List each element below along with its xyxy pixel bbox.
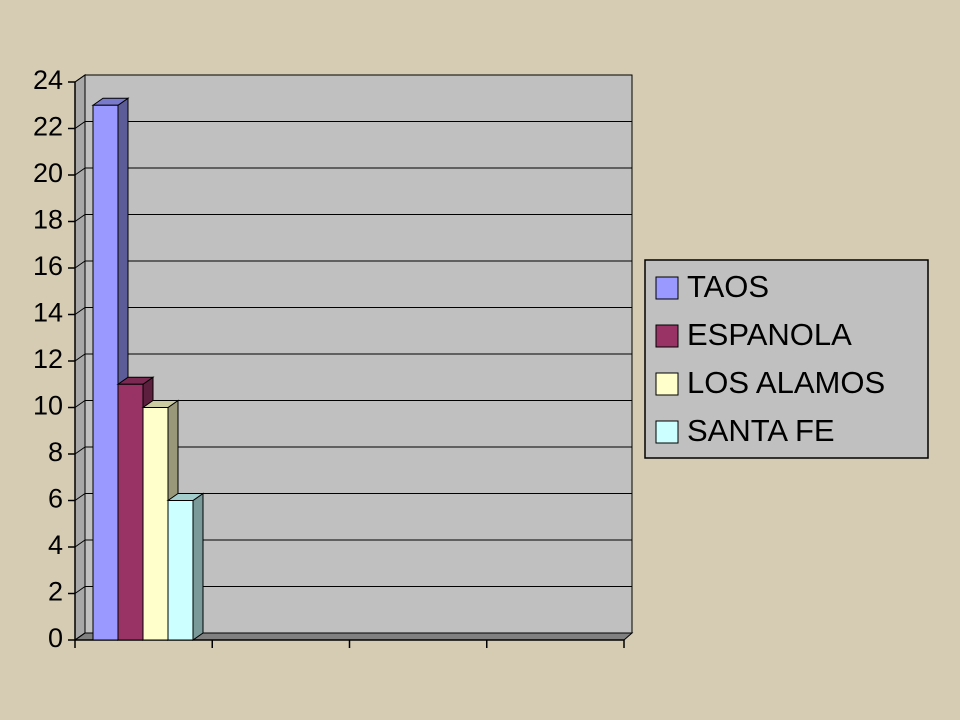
legend-swatch: [655, 276, 679, 300]
grid-line: [74, 400, 86, 408]
y-tick-label: 10: [33, 391, 63, 421]
y-tick-label: 12: [33, 344, 63, 374]
y-tick-label: 14: [33, 298, 63, 328]
grid-line: [74, 493, 86, 501]
legend-box: [644, 259, 929, 459]
y-tick-label: 22: [33, 112, 63, 142]
bar: [117, 383, 144, 641]
legend-swatch: [655, 324, 679, 348]
legend-swatch: [655, 372, 679, 396]
y-tick-label: 2: [48, 577, 63, 607]
grid-line: [74, 214, 86, 222]
y-tick-label: 0: [48, 623, 63, 653]
grid-line: [74, 539, 86, 548]
grid-line: [74, 353, 86, 362]
legend-label: LOS ALAMOS: [687, 365, 885, 400]
grid-line: [74, 307, 86, 315]
legend-label: ESPANOLA: [687, 317, 852, 352]
y-tick-label: 6: [48, 484, 63, 514]
bar: [92, 104, 119, 641]
y-tick-label: 4: [48, 530, 63, 560]
legend-swatch: [655, 420, 679, 444]
grid-line: [74, 586, 86, 594]
grid-line: [74, 260, 86, 269]
legend-label: TAOS: [687, 269, 769, 304]
bar: [142, 407, 169, 641]
y-tick-label: 18: [33, 205, 63, 235]
grid-line: [74, 167, 86, 176]
y-tick-label: 20: [33, 158, 63, 188]
y-tick-label: 24: [33, 65, 63, 95]
y-tick-label: 8: [48, 437, 63, 467]
grid-line: [74, 121, 86, 129]
grid-line: [74, 632, 86, 641]
legend-label: SANTA FE: [687, 413, 835, 448]
bar-side: [192, 492, 204, 641]
bar: [167, 500, 194, 641]
grid-line: [74, 446, 86, 455]
grid-line: [74, 74, 86, 83]
y-tick-label: 16: [33, 251, 63, 281]
